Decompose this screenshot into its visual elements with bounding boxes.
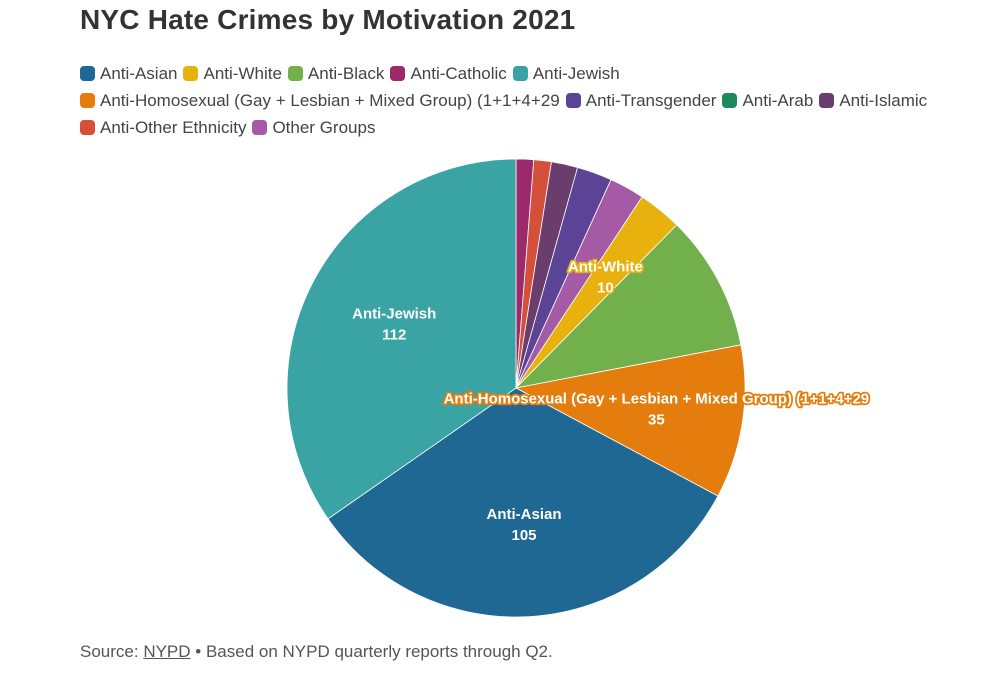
pie-slice-anti-homosexual-gay-lesbian-mixed-group-1-1-4-29[interactable] [514,344,746,497]
legend-item-anti-homosexual-gay-lesbian-mixed-group-1-1-4-29[interactable]: Anti-Homosexual (Gay + Lesbian + Mixed G… [80,87,560,114]
legend-swatch [80,66,95,81]
legend-swatch [80,120,95,135]
source-note: • Based on NYPD quarterly reports throug… [190,642,553,661]
legend-item-anti-jewish[interactable]: Anti-Jewish [512,60,620,87]
legend-item-anti-other-ethnicity[interactable]: Anti-Other Ethnicity [80,114,246,141]
legend-label: Anti-Arab [742,91,814,110]
legend-label: Anti-Black [307,64,385,83]
legend-label: Anti-Islamic [839,91,928,110]
slice-value-anti-jewish: 112 [382,326,406,343]
slice-label-anti-jewish: Anti-Jewish [352,305,436,322]
legend-item-other-groups[interactable]: Other Groups [252,114,375,141]
slice-label-anti-homosexual-gay-lesbian-mixed-group-1-1-4-29: Anti-Homosexual (Gay + Lesbian + Mixed G… [444,390,870,407]
legend-item-anti-black[interactable]: Anti-Black [287,60,385,87]
legend-swatch [565,93,581,108]
source-link[interactable]: NYPD [143,642,191,661]
legend-item-anti-white[interactable]: Anti-White [183,60,282,87]
legend-swatch [390,66,406,81]
legend-label: Anti-Catholic [410,64,507,83]
chart-title: NYC Hate Crimes by Motivation 2021 [80,4,576,35]
legend-item-anti-islamic[interactable]: Anti-Islamic [819,87,927,114]
legend-label: Anti-Transgender [585,91,717,110]
chart-legend: Anti-Asian Anti-White Anti-Black Anti-Catho… [80,60,960,141]
legend-item-anti-catholic[interactable]: Anti-Catholic [390,60,507,87]
legend-item-anti-asian[interactable]: Anti-Asian [80,60,177,87]
slice-value-anti-homosexual-gay-lesbian-mixed-group-1-1-4-29: 35 [648,411,665,428]
legend-label: Anti-Jewish [532,64,620,83]
legend-swatch [183,66,199,81]
slice-value-anti-asian: 105 [511,527,536,544]
legend-label: Anti-Other Ethnicity [100,118,247,137]
legend-item-anti-transgender[interactable]: Anti-Transgender [565,87,717,114]
chart-footer: Source: NYPD • Based on NYPD quarterly r… [80,642,553,662]
pie-slice-anti-asian[interactable] [327,387,719,618]
legend-swatch [252,120,268,135]
legend-swatch [512,66,528,81]
legend-swatch [722,93,738,108]
slice-label-anti-asian: Anti-Asian [487,506,562,523]
slice-label-anti-white: Anti-White [568,259,643,276]
legend-swatch [287,66,303,81]
pie-slice-anti-jewish[interactable] [286,158,517,520]
legend-item-anti-arab[interactable]: Anti-Arab [722,87,813,114]
legend-swatch [80,93,95,108]
legend-swatch [819,93,835,108]
legend-label: Anti-Asian [100,64,178,83]
pie-slice-anti-black[interactable] [514,224,742,389]
pie-chart: Anti-White 10 Anti-Homosexual (Gay + Lesbi… [286,158,871,618]
source-prefix: Source: [80,642,144,661]
slice-value-anti-white: 10 [597,280,614,297]
legend-label: Anti-Homosexual (Gay + Lesbian + Mixed G… [100,91,560,110]
legend-label: Anti-White [203,64,282,83]
legend-label: Other Groups [272,118,376,137]
